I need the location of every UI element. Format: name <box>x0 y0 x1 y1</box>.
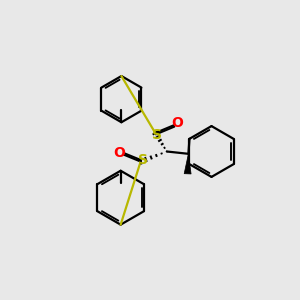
Text: S: S <box>152 128 162 142</box>
Polygon shape <box>184 154 191 174</box>
Text: O: O <box>113 146 125 160</box>
Text: O: O <box>171 116 183 130</box>
Text: S: S <box>138 153 148 167</box>
